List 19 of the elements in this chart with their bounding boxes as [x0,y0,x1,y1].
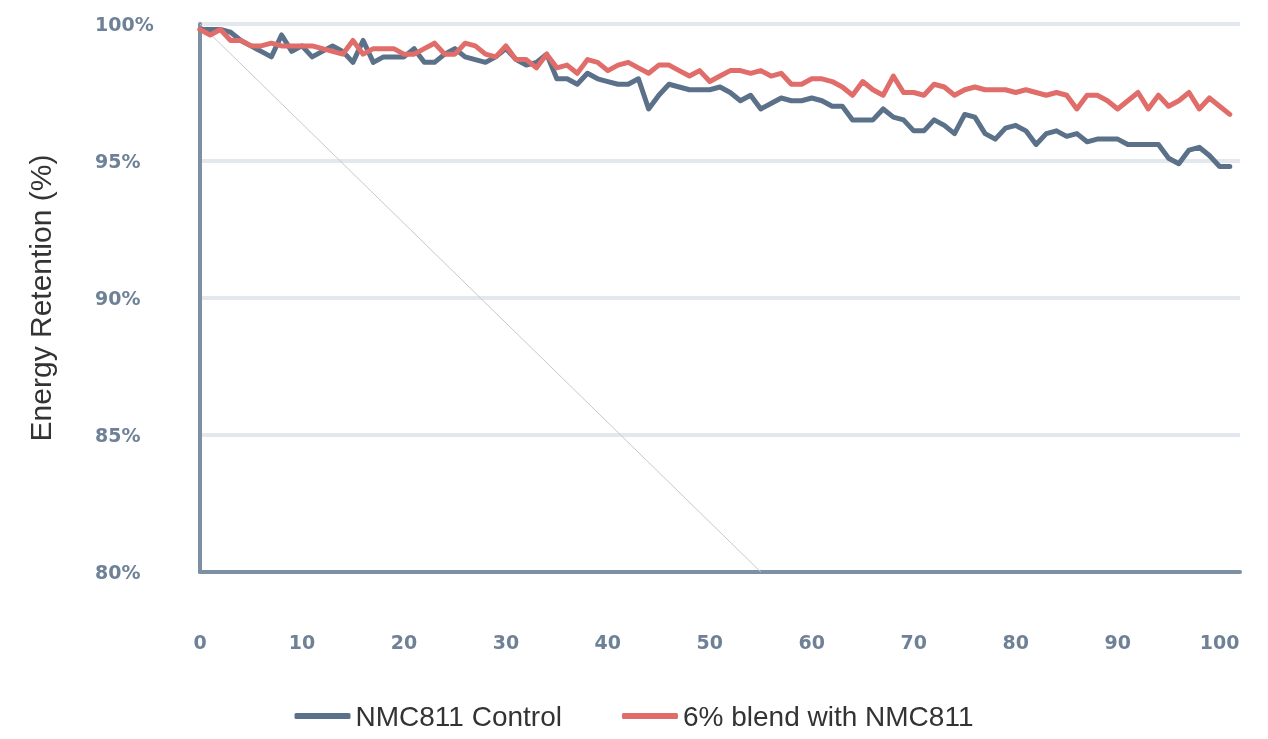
x-tick-label: 70 [900,630,927,653]
x-tick-label: 60 [798,630,825,653]
y-tick-label: 100% [95,13,154,35]
y-tick-label: 80% [95,561,141,583]
x-tick-label: 100 [1199,630,1240,653]
x-tick-label: 30 [492,630,520,653]
y-tick-label: 90% [95,287,141,309]
y-tick-label: 85% [95,424,141,446]
x-tick-label: 40 [594,630,622,653]
legend-label: 6% blend with NMC811 [682,700,974,732]
y-axis-title: Energy Retention (%) [23,154,57,442]
x-tick-label: 90 [1104,630,1131,653]
legend-label: NMC811 Control [355,700,562,732]
x-tick-label: 20 [390,630,418,653]
y-tick-label: 95% [95,150,141,172]
x-tick-label: 80 [1002,630,1029,653]
x-tick-label: 0 [193,630,207,653]
x-tick-label: 50 [696,630,724,653]
x-tick-label: 10 [288,630,316,653]
